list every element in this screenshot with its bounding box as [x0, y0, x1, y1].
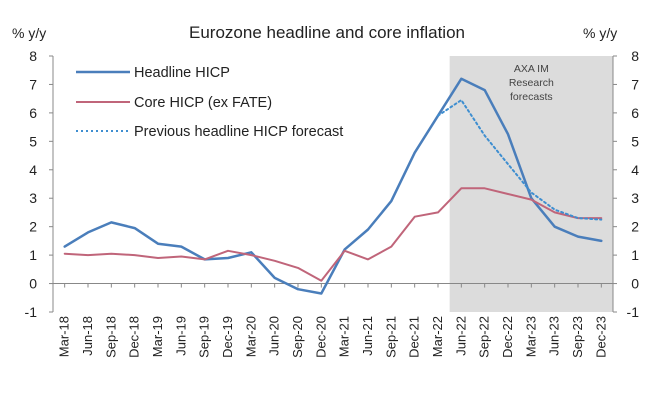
- x-tick-label: Mar-20: [243, 316, 258, 357]
- y-tick-label-right: 1: [631, 247, 639, 263]
- series-headline-hicp: [63, 77, 603, 295]
- forecast-shade: [449, 56, 613, 312]
- x-tick-label: Dec-22: [500, 316, 515, 358]
- x-tick-label: Mar-23: [523, 316, 538, 357]
- y-tick-label-left: 1: [29, 247, 37, 263]
- x-tick-label: Jun-23: [547, 316, 562, 356]
- series-core-hicp: [63, 187, 603, 282]
- x-tick-label: Dec-18: [127, 316, 142, 358]
- y-tick-label-left: 0: [29, 276, 37, 292]
- legend-label-core: Core HICP (ex FATE): [134, 95, 272, 111]
- y-tick-label-left: 2: [29, 219, 37, 235]
- y-tick-label-right: 3: [631, 190, 639, 206]
- x-tick-label: Dec-21: [407, 316, 422, 358]
- x-tick-label: Sep-20: [290, 316, 305, 358]
- forecast-shade-label-2: Research: [509, 77, 554, 89]
- x-tick-label: Jun-18: [80, 316, 95, 356]
- y-tick-label-left: 8: [29, 48, 37, 64]
- y-tick-label-right: 0: [631, 276, 639, 292]
- x-tick-label: Sep-18: [103, 316, 118, 358]
- legend-label-previous-forecast: Previous headline HICP forecast: [134, 124, 343, 140]
- y-tick-label-right: -1: [627, 304, 640, 320]
- chart-title: Eurozone headline and core inflation: [189, 23, 465, 42]
- legend-label-headline: Headline HICP: [134, 65, 230, 81]
- x-tick-label: Mar-18: [57, 316, 72, 357]
- x-tick-label: Jun-21: [360, 316, 375, 356]
- x-tick-label: Jun-20: [267, 316, 282, 356]
- x-tick-label: Dec-23: [593, 316, 608, 358]
- y-tick-label-right: 5: [631, 133, 639, 149]
- x-tick-label: Jun-19: [173, 316, 188, 356]
- x-tick-label: Mar-19: [150, 316, 165, 357]
- y-tick-label-left: 5: [29, 133, 37, 149]
- x-ticks: Mar-18 Jun-18 Sep-18 Dec-18 Mar-19 Jun-19 Sep-…: [57, 283, 608, 358]
- x-tick-label: Jun-22: [453, 316, 468, 356]
- y-tick-label-left: 6: [29, 105, 37, 121]
- right-y-unit: % y/y: [583, 25, 617, 41]
- x-tick-label: Mar-22: [430, 316, 445, 357]
- y-tick-label-left: -1: [25, 304, 38, 320]
- y-tick-label-right: 2: [631, 219, 639, 235]
- x-tick-label: Sep-21: [383, 316, 398, 358]
- series-lines: [63, 77, 603, 295]
- left-y-ticks: -1 0 1 2 3 4 5 6 7 8: [25, 48, 53, 320]
- series-previous-forecast: [437, 99, 603, 221]
- y-tick-label-left: 4: [29, 162, 37, 178]
- y-tick-label-left: 3: [29, 190, 37, 206]
- x-tick-label: Sep-22: [477, 316, 492, 358]
- forecast-shade-label-3: forecasts: [510, 91, 553, 103]
- forecast-shade-label-1: AXA IM: [514, 63, 549, 75]
- y-tick-label-right: 8: [631, 48, 639, 64]
- y-tick-label-right: 4: [631, 162, 639, 178]
- x-tick-label: Sep-19: [197, 316, 212, 358]
- right-y-ticks: -1 0 1 2 3 4 5 6 7 8: [613, 48, 639, 320]
- x-tick-label: Dec-20: [313, 316, 328, 358]
- x-tick-label: Dec-19: [220, 316, 235, 358]
- left-y-unit: % y/y: [12, 25, 46, 41]
- y-tick-label-right: 7: [631, 76, 639, 92]
- x-tick-label: Sep-23: [570, 316, 585, 358]
- legend: Headline HICP Core HICP (ex FATE) Previo…: [76, 65, 343, 140]
- y-tick-label-right: 6: [631, 105, 639, 121]
- x-tick-label: Mar-21: [337, 316, 352, 357]
- y-tick-label-left: 7: [29, 76, 37, 92]
